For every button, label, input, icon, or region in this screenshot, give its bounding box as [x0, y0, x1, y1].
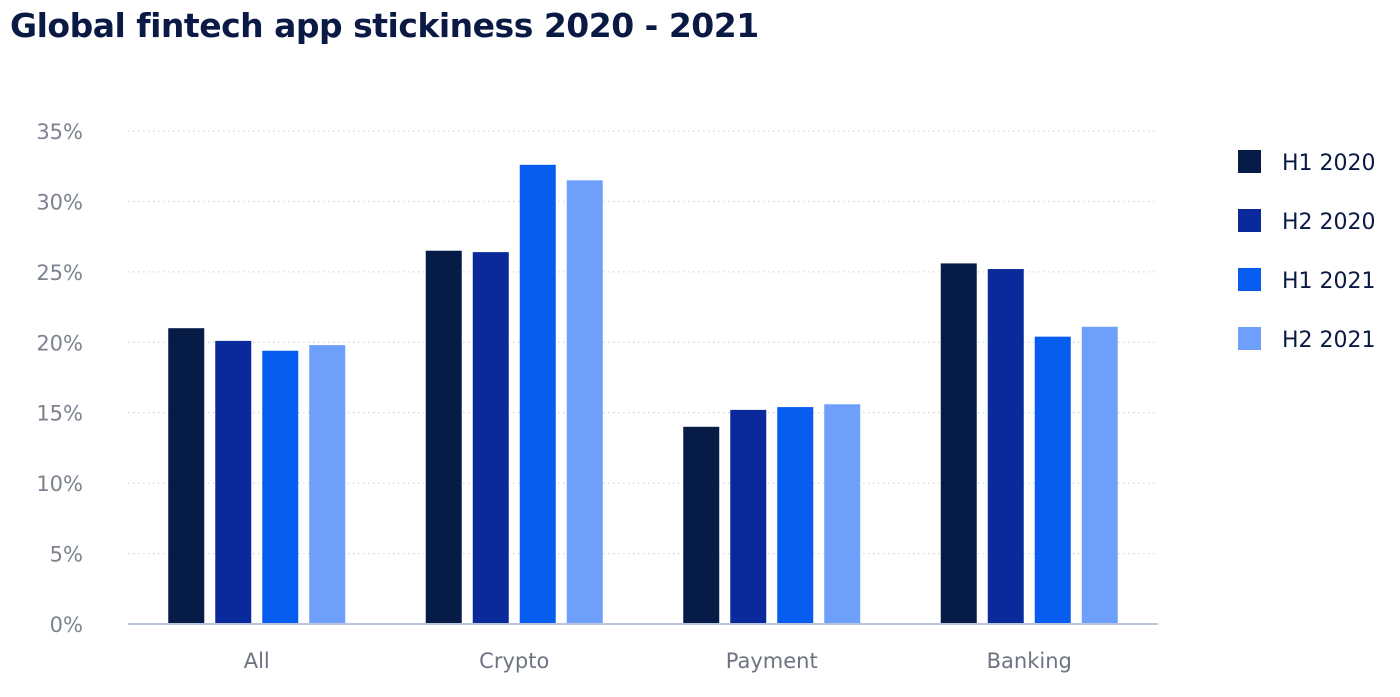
bar-payment-h2-2021 [824, 404, 861, 624]
legend-swatch [1238, 150, 1261, 173]
bar-all-h1-2021 [262, 350, 299, 624]
legend-label: H1 2020 [1282, 151, 1376, 176]
y-tick-label: 35% [36, 120, 83, 144]
legend-label: H1 2021 [1282, 269, 1376, 294]
y-tick-label: 0% [50, 613, 83, 637]
bar-banking-h1-2020 [940, 263, 977, 624]
bar-payment-h2-2020 [730, 409, 767, 624]
y-tick-label: 25% [36, 261, 83, 285]
y-tick-label: 20% [36, 331, 83, 355]
bar-crypto-h2-2020 [472, 252, 509, 624]
bar-banking-h2-2020 [987, 269, 1024, 624]
x-tick-label: Banking [987, 649, 1072, 673]
x-tick-label: Crypto [479, 649, 549, 673]
x-axis: All Crypto Payment Banking [244, 649, 1072, 673]
bar-banking-h1-2021 [1034, 336, 1071, 624]
gridlines [128, 130, 1158, 555]
bar-all-h2-2020 [215, 340, 252, 624]
bar-payment-h1-2020 [683, 426, 720, 624]
bar-crypto-h2-2021 [566, 180, 603, 625]
bar-payment-h1-2021 [777, 407, 814, 624]
bar-banking-h2-2021 [1081, 326, 1118, 624]
legend: H1 2020 H2 2020 H1 2021 H2 2021 [1238, 150, 1376, 353]
bars [168, 164, 1118, 625]
y-tick-label: 5% [50, 543, 83, 567]
legend-label: H2 2021 [1282, 328, 1376, 353]
legend-swatch [1238, 209, 1261, 232]
y-tick-label: 15% [36, 402, 83, 426]
legend-label: H2 2020 [1282, 210, 1376, 235]
legend-swatch [1238, 268, 1261, 291]
y-axis: 0% 5% 10% 15% 20% 25% 30% 35% [36, 120, 83, 637]
x-tick-label: All [244, 649, 270, 673]
x-tick-label: Payment [726, 649, 818, 673]
y-tick-label: 10% [36, 472, 83, 496]
y-tick-label: 30% [36, 190, 83, 214]
bar-all-h2-2021 [309, 345, 346, 624]
legend-swatch [1238, 327, 1261, 350]
bar-crypto-h1-2021 [519, 164, 556, 624]
bar-crypto-h1-2020 [425, 250, 462, 624]
chart-title: Global fintech app stickiness 2020 - 202… [10, 6, 759, 45]
bar-all-h1-2020 [168, 328, 205, 624]
